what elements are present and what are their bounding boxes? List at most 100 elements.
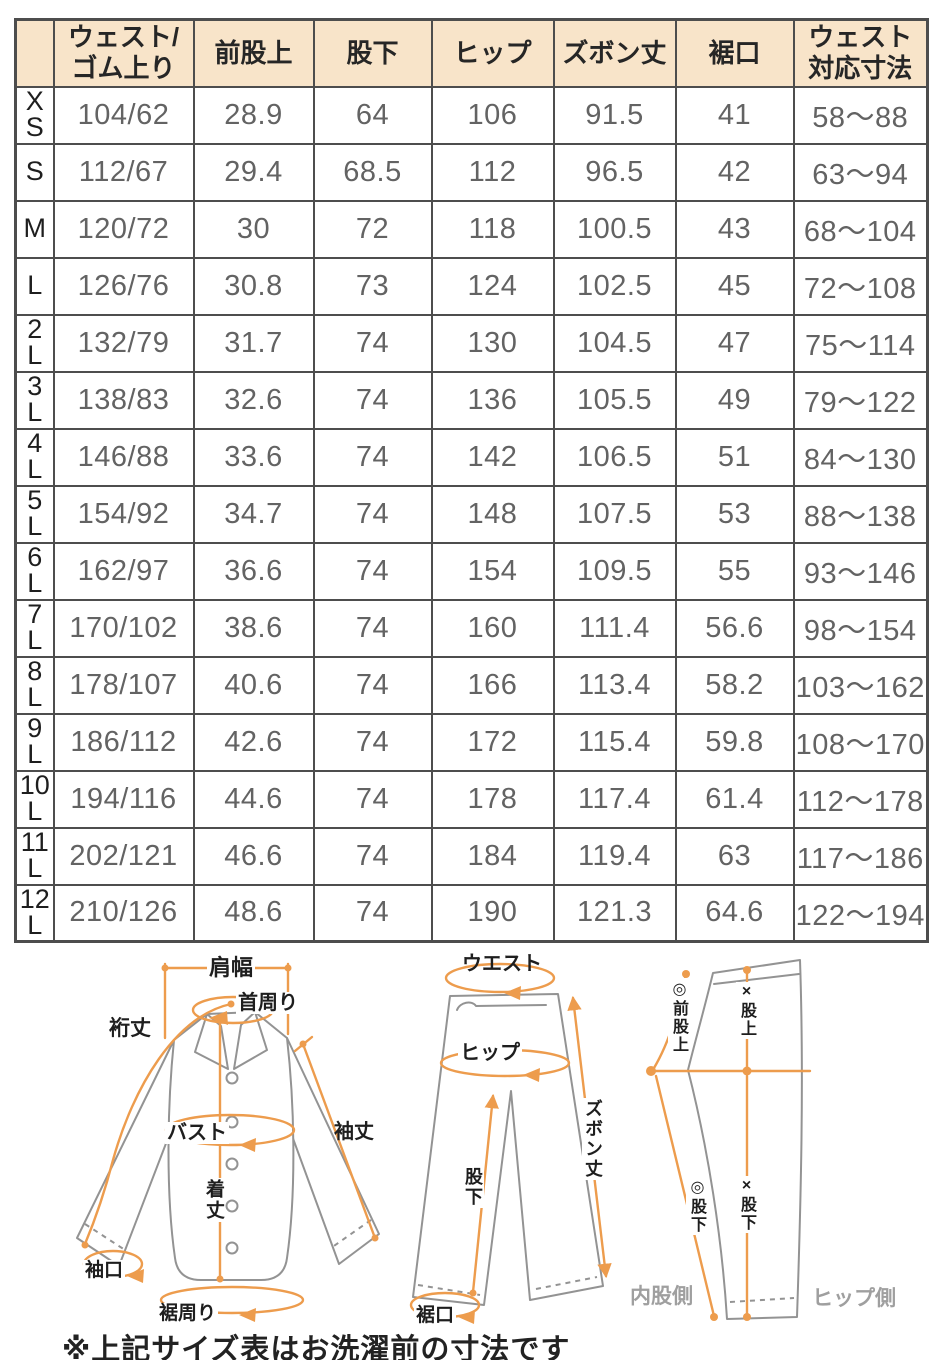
corner-cell [14, 18, 55, 88]
cell: 40.6 [192, 655, 315, 715]
pants-front-outline [412, 993, 604, 1306]
cell: 75〜114 [792, 313, 929, 373]
cell: 98〜154 [792, 598, 929, 658]
cell: 36.6 [192, 541, 315, 601]
sleeve-length-label: 袖丈 [334, 1121, 374, 1143]
col-header-pants-length: ズボン丈 [552, 18, 677, 88]
cell: 109.5 [552, 541, 677, 601]
cell: 106.5 [552, 427, 677, 487]
shirt-measure-diagram: 肩幅 首周り 裄丈 バスト 袖丈 着丈 袖口 裾周り [55, 948, 400, 1330]
cell: 162/97 [52, 541, 195, 601]
cell: 38.6 [192, 598, 315, 658]
cell: 170/102 [52, 598, 195, 658]
cell: 58.2 [674, 655, 795, 715]
table-row: 10 L 194/116 44.6 74 178 117.4 61.4 112〜… [14, 769, 929, 829]
cell: 172 [430, 712, 555, 772]
bust-label: バスト [165, 1122, 229, 1144]
cell: 136 [430, 370, 555, 430]
cell: 96.5 [552, 142, 677, 202]
cell: 29.4 [192, 142, 315, 202]
cell: 74 [312, 769, 433, 829]
cell: 142 [430, 427, 555, 487]
cell: 30 [192, 199, 315, 259]
cell: 44.6 [192, 769, 315, 829]
cell: 88〜138 [792, 484, 929, 544]
size-label: S [14, 142, 55, 202]
hip-side-label: ヒップ側 [812, 1287, 896, 1310]
size-label: 11 L [14, 826, 55, 886]
cell: 55 [674, 541, 795, 601]
table-row: 8 L 178/107 40.6 74 166 113.4 58.2 103〜1… [14, 655, 929, 715]
table-row: 3 L 138/83 32.6 74 136 105.5 49 79〜122 [14, 370, 929, 430]
cell: 42.6 [192, 712, 315, 772]
cell: 74 [312, 598, 433, 658]
cell: 132/79 [52, 313, 195, 373]
size-label: 12 L [14, 883, 55, 943]
size-label: 6 L [14, 541, 55, 601]
cell: 115.4 [552, 712, 677, 772]
cell: 146/88 [52, 427, 195, 487]
cell: 112 [430, 142, 555, 202]
cell: 122〜194 [792, 883, 929, 943]
cell: 51 [674, 427, 795, 487]
table-row: 4 L 146/88 33.6 74 142 106.5 51 84〜130 [14, 427, 929, 487]
cell: 100.5 [552, 199, 677, 259]
cell: 113.4 [552, 655, 677, 715]
cell: 108〜170 [792, 712, 929, 772]
col-header-waist-elastic: ウェスト/ ゴム上り [52, 18, 195, 88]
yuki-length-label: 裄丈 [109, 1017, 151, 1040]
cell: 138/83 [52, 370, 195, 430]
cell: 33.6 [192, 427, 315, 487]
pants-front-measure-diagram: ウエスト ヒップ ズボン丈 股下 裾口 [400, 948, 655, 1333]
cell: 210/126 [52, 883, 195, 943]
cell: 154/92 [52, 484, 195, 544]
size-label: 9 L [14, 712, 55, 772]
size-label: 7 L [14, 598, 55, 658]
cell: 32.6 [192, 370, 315, 430]
pre-wash-note: ※上記サイズ表はお洗濯前の寸法です [62, 1334, 571, 1360]
cell: 184 [430, 826, 555, 886]
cell: 112〜178 [792, 769, 929, 829]
shoulder-width-label: 肩幅 [207, 955, 256, 980]
cell: 73 [312, 256, 433, 316]
cuff-opening-label: 袖口 [83, 1260, 126, 1281]
cell: 119.4 [552, 826, 677, 886]
cell: 148 [430, 484, 555, 544]
cell: 53 [674, 484, 795, 544]
cell: 46.6 [192, 826, 315, 886]
cell: 105.5 [552, 370, 677, 430]
size-label: 2 L [14, 313, 55, 373]
cell: 58〜88 [792, 85, 929, 145]
waist-label: ウエスト [462, 953, 542, 975]
cell: 107.5 [552, 484, 677, 544]
cell: 91.5 [552, 85, 677, 145]
cell: 63〜94 [792, 142, 929, 202]
table-row: 11 L 202/121 46.6 74 184 119.4 63 117〜18… [14, 826, 929, 886]
table-row: 7 L 170/102 38.6 74 160 111.4 56.6 98〜15… [14, 598, 929, 658]
cell: 74 [312, 313, 433, 373]
cell: 112/67 [52, 142, 195, 202]
cell: 104/62 [52, 85, 195, 145]
pants-side-graphic [646, 959, 812, 1321]
cell: 74 [312, 541, 433, 601]
table-row: 12 L 210/126 48.6 74 190 121.3 64.6 122〜… [14, 883, 929, 943]
col-header-inseam: 股下 [312, 18, 433, 88]
rise-label: ×股上 [736, 982, 756, 1039]
size-label: 8 L [14, 655, 55, 715]
cell: 41 [674, 85, 795, 145]
cell: 47 [674, 313, 795, 373]
hem-girth-label: 裾周り [157, 1303, 219, 1324]
front-rise-label: ◎前股上 [668, 978, 688, 1055]
cell: 194/116 [52, 769, 195, 829]
cell: 68〜104 [792, 199, 929, 259]
size-label: 10 L [14, 769, 55, 829]
cell: 34.7 [192, 484, 315, 544]
cell: 154 [430, 541, 555, 601]
cell: 61.4 [674, 769, 795, 829]
cell: 160 [430, 598, 555, 658]
col-header-waist-range: ウェスト 対応寸法 [792, 18, 929, 88]
cell: 202/121 [52, 826, 195, 886]
size-label: 3 L [14, 370, 55, 430]
cell: 79〜122 [792, 370, 929, 430]
